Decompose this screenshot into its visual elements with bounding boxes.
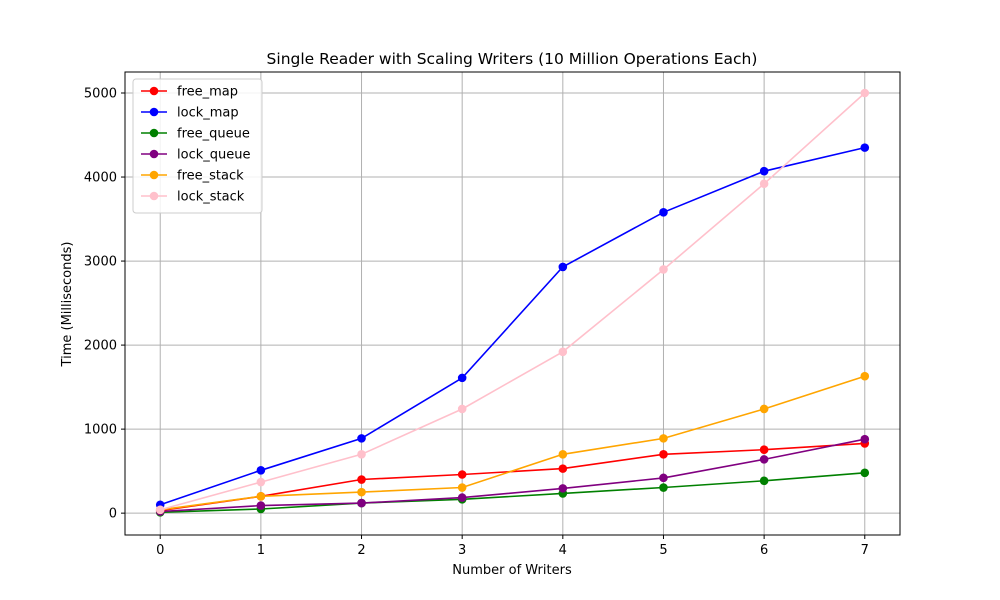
series-lock-stack: [155, 88, 870, 515]
data-point: [558, 347, 568, 357]
series-line: [160, 472, 865, 514]
legend-marker: [149, 170, 159, 180]
data-point: [759, 455, 769, 464]
data-point: [659, 208, 668, 217]
data-point: [457, 373, 467, 383]
x-tick-label: 4: [559, 543, 567, 558]
legend-marker: [149, 128, 159, 138]
y-axis-ticks: 0 1000 2000 3000 4000 5000: [84, 87, 125, 522]
legend-label: free_map: [177, 85, 238, 100]
y-tick-label: 0: [109, 507, 117, 522]
chart-title: Single Reader with Scaling Writers (10 M…: [267, 50, 758, 68]
legend-label: free_stack: [177, 169, 244, 184]
plot-area-frame: [124, 71, 901, 536]
x-tick-label: 5: [659, 543, 667, 558]
legend-label: lock_map: [177, 106, 239, 121]
data-point: [759, 404, 769, 414]
x-tick-label: 3: [458, 543, 466, 558]
data-point: [659, 450, 668, 459]
series-lines: [155, 88, 870, 517]
y-tick-label: 1000: [84, 423, 117, 438]
data-point: [759, 476, 769, 486]
legend: free_map lock_map free_queue lock_queuefree…: [132, 78, 263, 214]
data-point: [357, 475, 366, 484]
y-axis-label: Time (Milliseconds): [60, 242, 75, 368]
data-point: [357, 434, 366, 443]
data-point: [558, 450, 568, 459]
data-point: [558, 464, 568, 473]
x-tick-label: 7: [861, 543, 869, 558]
legend-item: lock_queue: [141, 148, 250, 163]
y-tick-label: 4000: [84, 171, 117, 186]
legend-item: lock_stack: [141, 190, 245, 205]
y-tick-label: 2000: [84, 339, 117, 354]
data-point: [558, 484, 568, 493]
data-point: [759, 445, 769, 455]
data-point: [860, 371, 870, 381]
y-tick-label: 5000: [84, 87, 117, 102]
series-line: [160, 438, 865, 513]
series-line: [159, 92, 866, 511]
legend-item: free_map: [141, 85, 238, 100]
series-line: [159, 146, 865, 506]
data-point: [659, 483, 668, 492]
data-point: [256, 465, 266, 475]
data-point: [256, 501, 266, 510]
series-line: [160, 375, 866, 511]
data-point: [457, 404, 467, 414]
x-tick-label: 2: [357, 543, 365, 558]
data-point: [256, 477, 266, 487]
x-axis-label: Number of Writers: [452, 563, 572, 578]
data-point: [659, 434, 668, 443]
x-axis-ticks: 0 1 2 3 4 5 6 7: [156, 535, 869, 558]
data-point: [256, 492, 266, 501]
data-point: [860, 434, 870, 444]
data-point: [759, 166, 769, 176]
x-tick-label: 0: [156, 543, 164, 558]
data-point: [457, 493, 467, 502]
legend-marker: [149, 191, 159, 201]
data-point: [457, 470, 467, 479]
y-tick-label: 3000: [84, 255, 117, 270]
legend-marker: [149, 149, 159, 159]
data-point: [860, 468, 870, 478]
legend-item: lock_map: [141, 106, 239, 121]
data-point: [558, 262, 568, 272]
legend-marker: [149, 86, 159, 96]
data-point: [155, 505, 165, 515]
legend-item: free_stack: [141, 169, 244, 184]
legend-label: lock_stack: [177, 190, 245, 205]
data-point: [357, 450, 366, 459]
data-point: [759, 179, 769, 189]
legend-label: free_queue: [177, 127, 250, 142]
data-point: [357, 498, 366, 508]
x-tick-label: 6: [760, 543, 768, 558]
legend-label: lock_queue: [177, 148, 250, 163]
data-point: [659, 265, 668, 274]
legend-marker: [149, 107, 159, 117]
data-point: [357, 487, 366, 497]
x-tick-label: 1: [257, 543, 265, 558]
data-point: [860, 143, 870, 152]
data-point: [457, 483, 467, 492]
data-point: [659, 473, 668, 483]
legend-item: free_queue: [141, 127, 250, 142]
data-point: [860, 88, 870, 98]
